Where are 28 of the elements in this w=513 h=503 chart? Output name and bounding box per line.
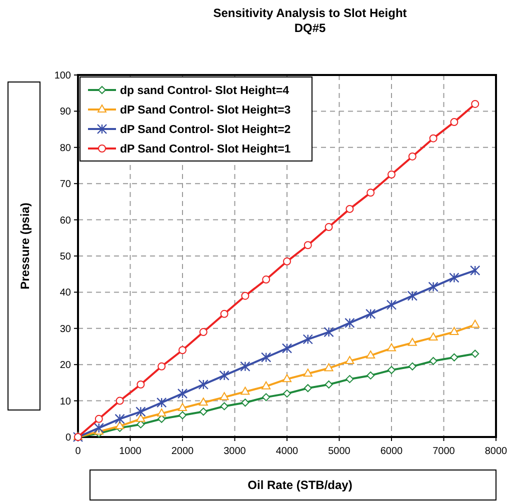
legend-label: dp sand Control- Slot Height=4 [120,85,290,97]
y-tick-label: 80 [60,142,72,154]
y-tick-label: 30 [60,324,72,335]
x-tick-label: 1000 [119,446,142,457]
x-axis-title: Oil Rate (STB/day) [248,478,352,492]
legend-label: dP Sand Control- Slot Height=3 [120,104,291,116]
y-tick-label: 70 [60,179,72,190]
x-tick-label: 6000 [380,446,404,457]
y-tick-label: 60 [60,215,72,226]
x-tick-label: 8000 [484,446,508,457]
chart-subtitle: DQ#5 [294,21,326,35]
y-tick-label: 20 [60,360,72,372]
x-tick-label: 7000 [432,446,456,457]
y-tick-label: 90 [60,106,72,118]
x-tick-label: 2000 [171,446,194,457]
y-tick-label: 100 [54,70,72,82]
x-tick-label: 3000 [224,446,246,457]
x-tick-label: 0 [75,446,82,457]
legend-label: dP Sand Control- Slot Height=1 [120,144,292,156]
y-axis-title: Pressure (psia) [18,202,32,290]
legend-label: dP Sand Control- Slot Height=2 [120,124,291,136]
x-tick-label: 4000 [276,446,299,457]
y-tick-label: 40 [60,288,72,299]
y-tick-label: 0 [65,432,72,444]
y-tick-label: 50 [60,252,72,262]
chart-title: Sensitivity Analysis to Slot Height [213,6,407,20]
x-tick-label: 5000 [328,446,351,457]
y-tick-label: 10 [60,396,72,408]
